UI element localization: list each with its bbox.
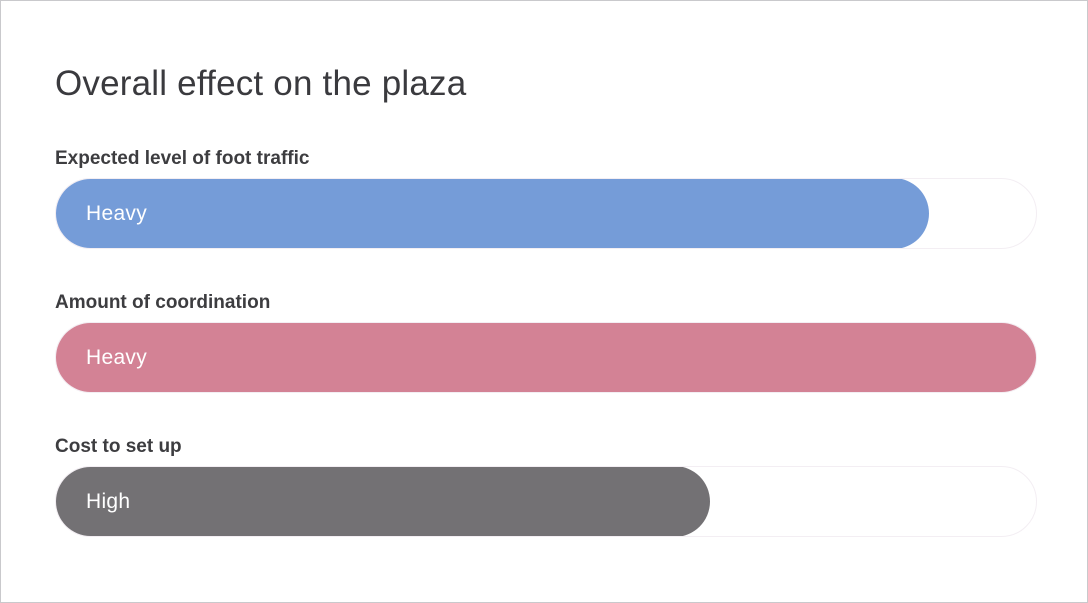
level-bar-track: Heavy bbox=[55, 178, 1037, 249]
level-bar-track: High bbox=[55, 466, 1037, 537]
level-bar-fill: Heavy bbox=[56, 323, 1036, 392]
metric-label: Cost to set up bbox=[55, 436, 182, 457]
level-value: Heavy bbox=[86, 345, 148, 369]
level-bar-fill: High bbox=[56, 467, 710, 536]
metric-foot-traffic: Expected level of foot traffic Heavy bbox=[55, 147, 1037, 249]
level-bar-track: Heavy bbox=[55, 322, 1037, 393]
page-title: Overall effect on the plaza bbox=[55, 64, 467, 103]
metric-label: Amount of coordination bbox=[55, 292, 271, 313]
level-bar-fill: Heavy bbox=[56, 179, 929, 248]
level-value: High bbox=[86, 489, 131, 513]
metric-setup-cost: Cost to set up High bbox=[55, 435, 1037, 537]
metric-label: Expected level of foot traffic bbox=[55, 148, 310, 169]
metric-coordination: Amount of coordination Heavy bbox=[55, 291, 1037, 393]
level-value: Heavy bbox=[86, 201, 148, 225]
